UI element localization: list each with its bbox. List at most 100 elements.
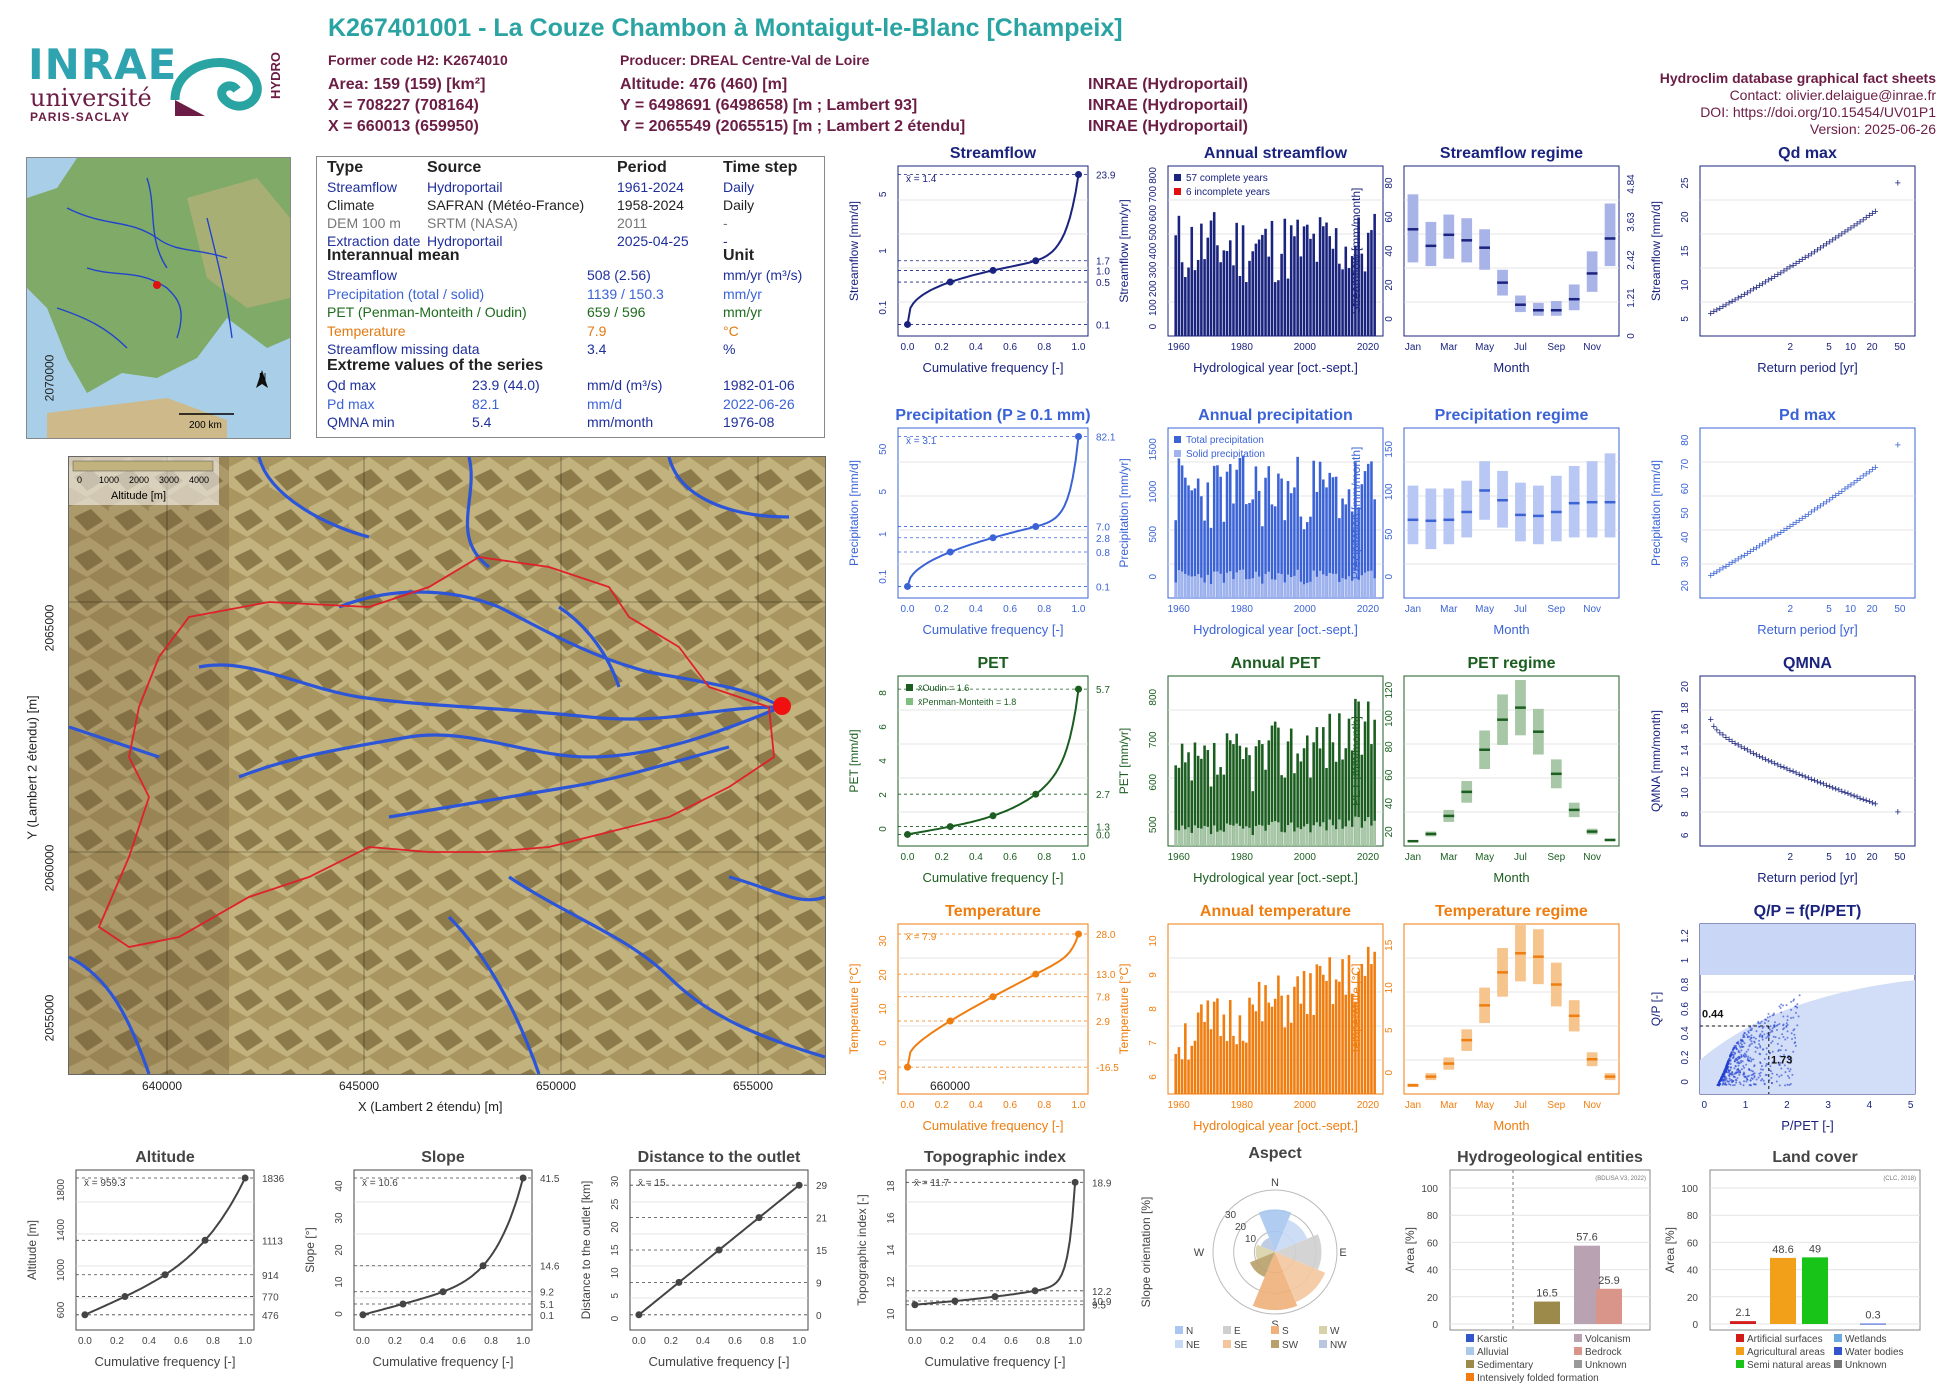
qp-point — [1750, 1034, 1753, 1037]
pet_regime-xlabel: Month — [1493, 870, 1529, 885]
y-tick: 10 — [610, 1267, 621, 1279]
station-marker — [153, 281, 161, 289]
qmna-point: + — [1735, 740, 1741, 752]
qp-point — [1748, 1045, 1751, 1048]
x-tick: 0.4 — [969, 1100, 983, 1111]
qmna-xlabel: Return period [yr] — [1757, 870, 1857, 885]
annual_pet-bar — [1328, 713, 1332, 846]
annual_temp-xlabel: Hydrological year [oct.-sept.] — [1193, 1118, 1358, 1133]
streamflow_regime-box — [1550, 301, 1562, 316]
qp-point — [1763, 1022, 1766, 1025]
extreme-unit: mm/d (m³/s) — [587, 377, 663, 393]
precip_cdf-right-tick: 82.1 — [1096, 433, 1116, 444]
qp-point — [1772, 1012, 1775, 1015]
y-tick: 20 — [1384, 826, 1395, 838]
x-tick: 0.2 — [664, 1336, 678, 1347]
annual_pet-bar-solid — [1174, 829, 1177, 846]
qp-point — [1782, 1035, 1785, 1038]
qp-point — [1735, 1081, 1738, 1084]
map-x-tick: 640000 — [142, 1079, 183, 1093]
streamflow_regime-box — [1604, 203, 1616, 267]
contact[interactable]: Contact: olivier.delaigue@inrae.fr — [1729, 87, 1936, 103]
annual_temp-bar — [1344, 994, 1348, 1094]
annual_pet-bar — [1264, 769, 1267, 846]
qp-point — [1729, 1059, 1732, 1062]
annual_temp-bar — [1222, 1014, 1226, 1094]
x-tick: Jul — [1514, 1100, 1527, 1111]
x-tick: 0.6 — [1003, 604, 1017, 615]
qd_max-point: + — [1817, 243, 1823, 255]
x-tick: Jul — [1514, 342, 1527, 353]
annual_precip-bar — [1174, 520, 1177, 598]
qp-point — [1748, 1069, 1751, 1072]
annual_precip-bar-solid — [1228, 571, 1232, 598]
y-tick: 30 — [334, 1212, 345, 1224]
qd_max-point: + — [1839, 229, 1845, 241]
pd_max-point: + — [1860, 471, 1866, 483]
annual_precip-bar — [1200, 496, 1203, 598]
altitude_cdf-title: Altitude — [135, 1149, 195, 1166]
annual_pet-bar — [1267, 740, 1271, 846]
annual_pet-bar — [1238, 745, 1242, 846]
annual_streamflow-legend-label: 57 complete years — [1186, 173, 1268, 184]
annual_precip-bar — [1196, 478, 1200, 598]
qp-point — [1743, 1032, 1746, 1035]
qp-point — [1754, 1037, 1757, 1040]
x-tick: 2 — [1784, 1100, 1790, 1111]
y-tick: 20 — [334, 1244, 345, 1256]
x-tick: 2020 — [1357, 604, 1380, 615]
annual_streamflow-bar — [1254, 243, 1258, 336]
annual_precip-legend-label: Solid precipitation — [1186, 449, 1265, 460]
pet_cdf-title: PET — [977, 655, 1008, 672]
annual_precip-bar — [1344, 504, 1348, 598]
qp-point — [1796, 1003, 1799, 1006]
x-tick: 0.2 — [935, 342, 949, 353]
qd_max-point: + — [1854, 218, 1860, 230]
qd_max-point: + — [1784, 264, 1790, 276]
annual_streamflow-bar — [1245, 282, 1248, 336]
land-legend-swatch — [1834, 1334, 1842, 1342]
annual_precip-bar — [1193, 488, 1197, 598]
annual_pet-bar — [1216, 774, 1219, 846]
pd_max-point: + — [1729, 557, 1735, 569]
y-tick: 1 — [878, 248, 889, 254]
x-tick: 1.0 — [1072, 604, 1086, 615]
hydro-legend-label: Sedimentary — [1477, 1360, 1533, 1371]
streamflow_regime-box — [1568, 284, 1580, 311]
x-tick: 2 — [1788, 604, 1794, 615]
hydrogeology-note: (BDLISA V3, 2022) — [1595, 1176, 1646, 1182]
streamflow_regime-ylabel: Streamflow [mm/month] — [1349, 188, 1363, 315]
qp-point — [1751, 1070, 1754, 1073]
annual_precip-bar-solid — [1296, 569, 1299, 598]
annual_temp-bar — [1267, 1002, 1271, 1094]
annual_streamflow-bar — [1360, 253, 1364, 336]
land-legend-swatch — [1834, 1360, 1842, 1368]
right-tick: 3.63 — [1626, 212, 1637, 232]
streamflow_cdf-point — [1032, 257, 1040, 265]
qmna-point: + — [1756, 751, 1762, 763]
qmna-point: + — [1796, 769, 1802, 781]
annual_pet-bar — [1318, 748, 1322, 846]
qp-point — [1770, 1076, 1773, 1079]
qp-point — [1722, 1080, 1725, 1083]
annual_pet-bar — [1235, 733, 1238, 846]
qmna-point: + — [1836, 785, 1842, 797]
annual_streamflow-bar — [1293, 236, 1296, 336]
hydrogeology-panel: Hydrogeological entities (BDLISA V3, 2022… — [1403, 1149, 1651, 1384]
annual_streamflow-bar — [1261, 234, 1264, 336]
annual_temp-bar — [1261, 1021, 1264, 1094]
annual_precip-bar-solid — [1305, 582, 1309, 598]
mean-value: 7.9 — [587, 322, 607, 339]
slope_cdf-right-tick: 14.6 — [540, 1262, 560, 1273]
qmna-point: + — [1741, 743, 1747, 755]
land-legend-swatch — [1736, 1347, 1744, 1355]
pet_cdf-point — [904, 830, 911, 838]
qp-point — [1776, 1042, 1779, 1045]
pd_max-point: + — [1784, 523, 1790, 535]
qp-point — [1719, 1082, 1722, 1085]
qp-point — [1770, 1081, 1773, 1084]
pet_regime-frame — [1403, 675, 1620, 847]
annual_streamflow-bar — [1196, 259, 1200, 336]
qp-point — [1775, 1073, 1778, 1076]
doi[interactable]: DOI: https://doi.org/10.15454/UV01P1 — [1700, 104, 1936, 120]
